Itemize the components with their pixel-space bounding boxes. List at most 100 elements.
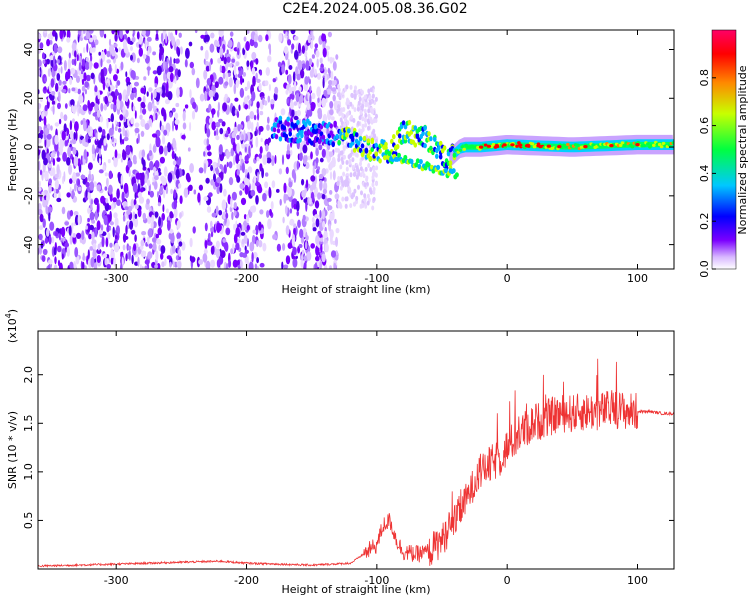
noise-cell bbox=[239, 190, 243, 196]
ridge-cell bbox=[591, 143, 595, 147]
noise-cell bbox=[176, 159, 181, 166]
noise-cell bbox=[76, 232, 82, 239]
noise-cell bbox=[149, 160, 154, 171]
noise-cell bbox=[63, 123, 67, 133]
noise-cell bbox=[234, 97, 239, 102]
noise-cell bbox=[315, 50, 320, 58]
noise-cell bbox=[285, 89, 289, 95]
halo-cell bbox=[340, 150, 344, 156]
noise-cell bbox=[287, 39, 292, 46]
halo-cell bbox=[361, 116, 365, 122]
noise-cell bbox=[96, 248, 102, 254]
noise-cell bbox=[233, 83, 237, 95]
noise-cell bbox=[46, 192, 50, 202]
noise-cell bbox=[44, 237, 49, 244]
noise-cell bbox=[114, 120, 117, 125]
noise-cell bbox=[106, 225, 110, 233]
noise-cell bbox=[256, 265, 259, 269]
noise-cell bbox=[116, 80, 121, 86]
noise-cell bbox=[321, 253, 326, 263]
ridge-cell bbox=[352, 147, 357, 153]
noise-cell bbox=[103, 146, 107, 151]
noise-cell bbox=[281, 64, 285, 74]
noise-cell bbox=[268, 43, 271, 50]
noise-cell bbox=[61, 206, 66, 215]
halo-cell bbox=[363, 182, 367, 188]
noise-cell bbox=[155, 250, 159, 261]
noise-cell bbox=[164, 258, 167, 266]
noise-cell bbox=[251, 51, 257, 60]
noise-cell bbox=[108, 63, 112, 75]
noise-cell bbox=[116, 99, 121, 110]
noise-cell bbox=[203, 151, 206, 157]
noise-cell bbox=[159, 156, 165, 164]
noise-cell bbox=[254, 130, 257, 137]
halo-cell bbox=[374, 138, 378, 144]
noise-cell bbox=[210, 179, 215, 186]
noise-cell bbox=[248, 145, 251, 156]
noise-cell bbox=[238, 104, 241, 111]
noise-cell bbox=[134, 213, 138, 219]
spectrogram-ytick-label: 0 bbox=[22, 144, 35, 151]
noise-cell bbox=[76, 54, 79, 62]
noise-cell bbox=[38, 180, 41, 188]
noise-cell bbox=[214, 81, 219, 89]
noise-cell bbox=[165, 186, 169, 195]
noise-cell bbox=[75, 131, 78, 141]
noise-cell bbox=[155, 30, 159, 35]
noise-cell bbox=[74, 121, 79, 132]
noise-cell bbox=[310, 175, 316, 182]
noise-cell bbox=[247, 119, 252, 130]
noise-cell bbox=[298, 42, 301, 54]
noise-cell bbox=[174, 153, 177, 161]
noise-cell bbox=[236, 142, 240, 154]
noise-cell bbox=[146, 198, 150, 205]
noise-cell bbox=[170, 188, 173, 195]
noise-cell bbox=[223, 164, 227, 174]
noise-cell bbox=[232, 141, 236, 152]
noise-cell bbox=[74, 247, 79, 258]
noise-cell bbox=[78, 94, 84, 104]
noise-cell bbox=[146, 66, 151, 71]
noise-cell bbox=[189, 89, 192, 99]
noise-cell bbox=[271, 155, 275, 167]
noise-cell bbox=[125, 253, 128, 262]
halo-cell bbox=[367, 113, 371, 119]
noise-cell bbox=[39, 42, 44, 50]
noise-cell bbox=[104, 33, 107, 39]
noise-cell bbox=[210, 165, 214, 172]
noise-cell bbox=[319, 237, 324, 242]
noise-cell bbox=[163, 72, 167, 82]
snr-frame bbox=[37, 330, 675, 570]
noise-cell bbox=[131, 230, 136, 235]
noise-cell bbox=[240, 231, 246, 236]
noise-cell bbox=[48, 93, 52, 99]
noise-cell bbox=[207, 158, 213, 165]
noise-cell bbox=[283, 182, 287, 194]
noise-cell bbox=[225, 227, 231, 236]
noise-cell bbox=[225, 72, 229, 83]
noise-cell bbox=[224, 81, 229, 86]
halo-cell bbox=[368, 187, 372, 193]
snr-xtick-label: -200 bbox=[234, 574, 259, 587]
noise-cell bbox=[328, 80, 333, 86]
halo-cell bbox=[363, 94, 367, 100]
noise-cell bbox=[69, 234, 73, 245]
noise-cell bbox=[44, 170, 49, 181]
noise-cell bbox=[168, 66, 174, 73]
noise-cell bbox=[255, 181, 260, 186]
noise-cell bbox=[322, 77, 325, 89]
noise-cell bbox=[66, 246, 71, 257]
colorbar-tick-label: 0.8 bbox=[698, 69, 711, 87]
ridge-cell bbox=[671, 141, 674, 145]
noise-cell bbox=[71, 87, 76, 92]
ridge-cell bbox=[491, 142, 496, 147]
noise-cell bbox=[244, 146, 247, 153]
noise-cell bbox=[241, 134, 245, 141]
peak-cell bbox=[546, 144, 552, 148]
noise-cell bbox=[189, 61, 194, 69]
noise-cell bbox=[132, 33, 135, 38]
noise-cell bbox=[93, 62, 99, 69]
noise-cell bbox=[38, 68, 41, 77]
ridge-cell bbox=[347, 128, 351, 134]
